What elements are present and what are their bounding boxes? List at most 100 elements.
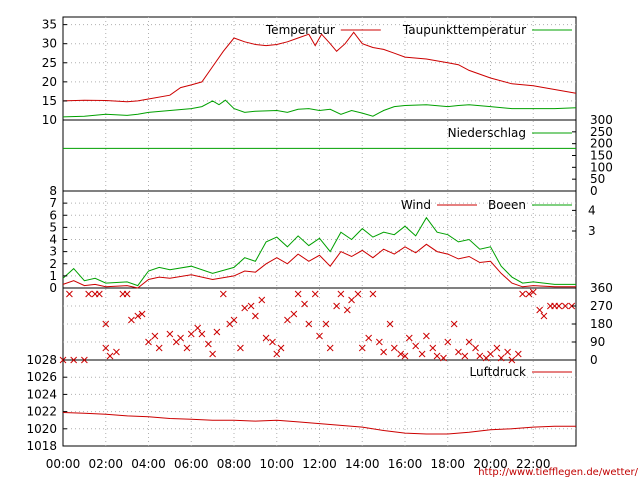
marker-stroke (390, 344, 398, 352)
wind-direction-marker (519, 290, 526, 298)
wind-direction-marker (322, 320, 330, 328)
wind-direction-marker (412, 342, 420, 350)
marker-stroke (568, 302, 576, 310)
wind-direction-marker (81, 356, 88, 364)
y-tick-label: 0 (590, 353, 598, 367)
wind-direction-marker (405, 334, 413, 342)
wind-direction-marker (258, 296, 266, 304)
wind-direction-marker (241, 304, 249, 312)
marker-stroke (429, 344, 437, 352)
wind-direction-marker (294, 290, 302, 298)
marker-stroke (284, 316, 291, 324)
wind-direction-marker (311, 290, 319, 298)
marker-stroke (508, 356, 516, 364)
wind-direction-marker (348, 296, 355, 304)
marker-stroke (123, 290, 131, 298)
marker-stroke (504, 348, 511, 356)
y-tick-label: 7 (49, 196, 57, 210)
marker-stroke (198, 330, 206, 338)
marker-stroke (326, 344, 334, 352)
wind-direction-marker (401, 352, 409, 360)
marker-stroke (337, 290, 345, 298)
marker-stroke (151, 332, 159, 340)
y-tick-label: 270 (590, 299, 613, 313)
wind-direction-marker (375, 338, 383, 346)
marker-stroke (81, 356, 88, 364)
marker-stroke (380, 348, 387, 356)
y-tick-label: 1024 (26, 387, 57, 401)
marker-stroke (204, 340, 212, 348)
wind-direction-marker (187, 330, 195, 338)
wind-direction-marker (198, 330, 206, 338)
marker-stroke (128, 316, 135, 324)
marker-stroke (555, 302, 563, 310)
marker-stroke (311, 290, 319, 298)
marker-stroke (493, 344, 501, 352)
x-tick-label: 04:00 (131, 457, 166, 471)
y-tick-label: 90 (590, 335, 605, 349)
y-tick-label: 1022 (26, 405, 57, 419)
wind-direction-marker (536, 306, 544, 314)
marker-stroke (497, 354, 505, 362)
axis-labels: 00:00 02:00 04:00 06:00 08:00 10:00 12:00 14:00… (26, 18, 612, 471)
marker-stroke (138, 310, 146, 318)
wind-direction-marker (106, 352, 114, 360)
y-tick-label: 180 (590, 317, 613, 331)
marker-stroke (269, 338, 276, 346)
wind-direction-marker (397, 350, 405, 358)
wind-direction-marker (514, 350, 522, 358)
wind-direction-marker (166, 330, 174, 338)
wind-direction-marker (85, 290, 93, 298)
data-series (59, 31, 577, 435)
wind-direction-marker (358, 344, 366, 352)
wind-direction-marker (177, 334, 184, 342)
x-tick-label: 00:00 (46, 457, 81, 471)
marker-stroke (472, 344, 479, 352)
marker-stroke (252, 312, 259, 320)
wind-direction-marker (194, 324, 202, 332)
marker-stroke (294, 290, 302, 298)
y-tick-label: 1020 (26, 422, 57, 436)
marker-stroke (354, 290, 362, 298)
wind-direction-marker (284, 316, 291, 324)
wind-direction-marker (151, 332, 159, 340)
marker-stroke (230, 316, 238, 324)
wind-direction-marker (497, 354, 505, 362)
marker-stroke (461, 352, 469, 360)
wind-direction-marker (461, 352, 469, 360)
marker-stroke (247, 302, 255, 310)
wind-direction-marker (343, 306, 351, 314)
x-tick-label: 02:00 (88, 457, 123, 471)
credit-text: http://www.tiefflegen.de/wetter/ (478, 467, 638, 478)
y-tick-label: 1018 (26, 439, 57, 453)
series-line-wind (62, 243, 576, 289)
marker-stroke (290, 310, 298, 318)
marker-stroke (209, 350, 216, 358)
marker-stroke (525, 290, 533, 298)
x-tick-label: 12:00 (302, 457, 337, 471)
wind-direction-marker (423, 332, 430, 340)
legend-label: Niederschlag (448, 126, 526, 140)
y-tick-label: 15 (42, 94, 57, 108)
marker-stroke (401, 352, 409, 360)
wind-direction-marker (493, 344, 501, 352)
wind-direction-marker (561, 302, 569, 310)
series-line-boeen (62, 216, 576, 287)
wind-direction-marker (386, 320, 394, 328)
y-tick-label: 35 (42, 18, 57, 32)
x-tick-label: 08:00 (217, 457, 252, 471)
wind-direction-marker (262, 334, 270, 342)
marker-stroke (514, 350, 522, 358)
y-tick-label: 0 (49, 281, 57, 295)
marker-stroke (529, 288, 537, 296)
marker-stroke (145, 338, 152, 346)
legend-label: Taupunkttemperatur (402, 23, 526, 37)
wind-direction-marker (465, 338, 473, 346)
marker-stroke (85, 290, 93, 298)
marker-stroke (95, 290, 103, 298)
y-tick-label: 5 (49, 220, 57, 234)
wind-direction-marker (525, 290, 533, 298)
wind-direction-marker (269, 338, 276, 346)
wind-direction-marker (429, 344, 437, 352)
wind-direction-marker (326, 344, 334, 352)
